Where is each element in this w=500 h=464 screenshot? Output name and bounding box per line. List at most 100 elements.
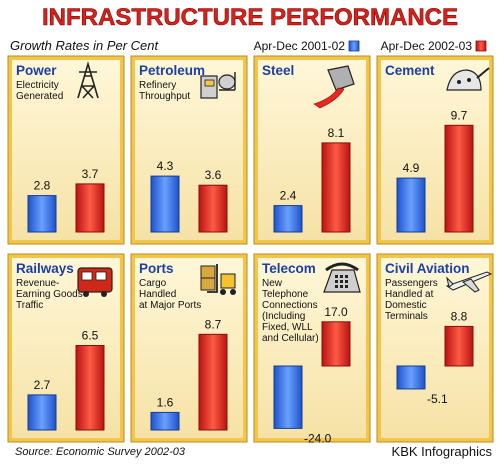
phone-key [345,275,348,278]
data-label: 1.6 [157,395,174,409]
chart-title: INFRASTRUCTURE PERFORMANCE [42,4,458,31]
refinery-pipe [219,72,236,91]
plane-wing [462,278,480,293]
bar-2002-03-civil-aviation [444,325,474,367]
legend-label-series1: Apr-Dec 2001-02 [254,39,346,53]
panel-description: Electricity [16,80,59,91]
panel-description: Telephone [262,289,309,300]
refinery-tank [200,75,218,99]
panel-description: Revenue- [16,278,59,289]
data-label: 8.8 [451,309,468,323]
panel-description: Generated [16,91,63,102]
panel-description: Refinery [139,80,176,91]
legend-label-series2: Apr-Dec 2002-03 [381,39,473,53]
panel-description: Handled [139,289,176,300]
forklift-icon [200,264,236,295]
data-label: 2.4 [280,189,297,203]
panel-telecom: Telecom NewTelephoneConnections(Including… [253,253,371,445]
panel-title: Railways [16,261,74,276]
panel-title: Telecom [262,261,316,276]
data-label: -24.0 [304,431,332,445]
panel-description: Handled at [385,289,434,300]
cement-dot [467,78,471,82]
cement-dot [457,80,461,84]
train-wheel [101,291,107,297]
ladle-body [327,65,355,91]
phone-key [340,275,343,278]
plane-tail [446,276,454,288]
forklift-mast [207,264,218,293]
bar-2001-02-petroleum [150,175,180,233]
crate [200,277,216,291]
phone-key [340,285,343,288]
forklift-wheel [220,289,226,295]
bar-2002-03-telecom [321,321,351,367]
steel-ladle-icon [313,65,355,109]
cement-shovel [476,67,490,79]
forklift-body [220,273,236,289]
phone-handset [325,262,359,272]
panel-description: Passengers [385,278,438,289]
data-label: 8.1 [328,126,345,140]
panel-description: Throughput [139,91,190,102]
legend-swatch-series2 [475,40,487,52]
phone-key [335,275,338,278]
bar-2002-03-steel [321,142,351,233]
forklift-wheel [230,289,236,295]
panel-title: Petroleum [139,63,205,78]
phone-key [335,285,338,288]
bar-2002-03-railways [75,345,105,431]
panel-description: at Major Ports [139,300,201,311]
refinery-panel [204,79,215,87]
panel-title: Civil Aviation [385,261,470,276]
data-label: -5.1 [427,392,448,406]
panel-title: Cement [385,63,435,78]
phone-key [345,285,348,288]
bar-2001-02-steel [273,205,303,233]
data-label: 8.7 [205,317,222,331]
panel-steel: Steel 2.4 8.1 [253,55,371,245]
panel-description: Earning Goods [16,289,83,300]
panel-description: Connections [262,300,318,311]
train-window [95,271,107,281]
bar-2002-03-cement [444,124,474,233]
legend-swatch-series1 [348,40,360,52]
data-label: 4.3 [157,159,174,173]
phone-key [345,280,348,283]
data-label: 2.7 [34,378,51,392]
refinery-sphere [218,74,236,90]
credit-text: KBK Infographics [392,444,493,459]
train-wheel [83,291,89,297]
bar-2001-02-telecom [273,365,303,429]
refinery-icon [200,72,236,99]
crate [200,265,216,279]
cement-pile [446,69,482,91]
train-window [81,271,93,281]
panel-description: (Including [262,311,305,322]
cement-bag-icon [446,67,490,91]
data-label: 3.6 [205,168,222,182]
molten-steel-pour [313,87,345,109]
panel-title: Power [16,63,57,78]
panel-description: Domestic [385,300,427,311]
panel-description: New [262,278,283,289]
bar-2001-02-power [27,195,57,233]
bar-2001-02-civil-aviation [396,365,426,390]
chart-subtitle: Growth Rates in Per Cent [10,38,160,53]
data-label: 9.7 [451,108,468,122]
panel-description: Fixed, WLL [262,322,313,333]
data-label: 2.8 [34,179,51,193]
panel-description: Terminals [385,311,428,322]
train-icon [77,267,113,297]
panel-title: Ports [139,261,174,276]
airplane-icon [445,271,493,293]
data-label: 6.5 [82,329,99,343]
bar-2001-02-cement [396,177,426,233]
bar-2002-03-petroleum [198,184,228,233]
